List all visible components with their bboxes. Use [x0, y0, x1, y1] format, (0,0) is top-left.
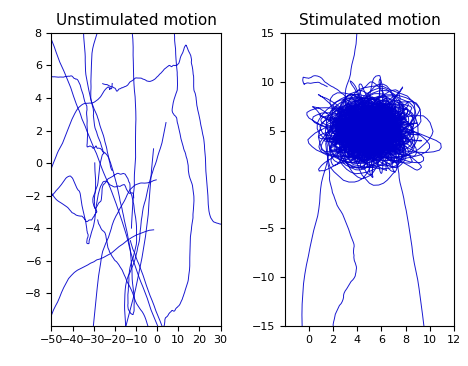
- Title: Unstimulated motion: Unstimulated motion: [56, 12, 217, 27]
- Title: Stimulated motion: Stimulated motion: [299, 12, 440, 27]
